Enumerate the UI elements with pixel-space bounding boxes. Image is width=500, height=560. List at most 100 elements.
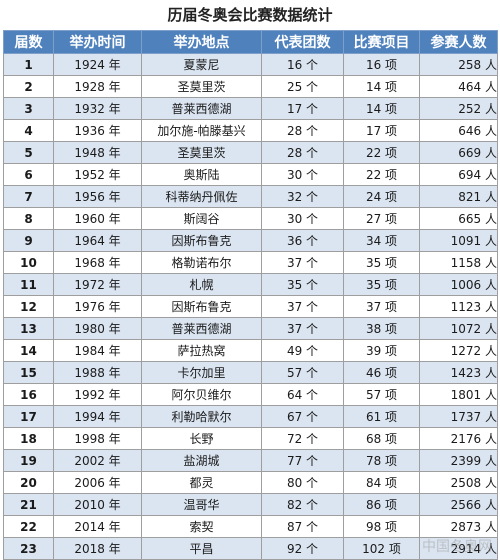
cell-location: 圣莫里茨 — [141, 141, 262, 164]
table-row: 16 1992 年阿尔贝维尔 64 个 57 项 1801 人 — [3, 383, 498, 406]
cell-location: 因斯布鲁克 — [141, 295, 262, 318]
cell-year: 1998 年 — [53, 427, 142, 450]
cell-events: 14 项 — [343, 97, 420, 120]
cell-athletes: 1072 人 — [419, 317, 498, 340]
table-row: 6 1952 年奥斯陆 30 个 22 项 694 人 — [3, 163, 498, 186]
cell-year: 1992 年 — [53, 383, 142, 406]
cell-athletes: 1272 人 — [419, 339, 498, 362]
cell-edition: 20 — [3, 471, 54, 494]
cell-events: 22 项 — [343, 141, 420, 164]
cell-year: 1980 年 — [53, 317, 142, 340]
table-body: 1 1924 年夏蒙尼 16 个 16 项 258 人 2 1928 年圣莫里茨 25 个 14… — [3, 53, 498, 560]
cell-year: 1964 年 — [53, 229, 142, 252]
cell-events: 102 项 — [343, 537, 420, 560]
table-row: 21 2010 年温哥华 82 个 86 项 2566 人 — [3, 493, 498, 516]
cell-location: 奥斯陆 — [141, 163, 262, 186]
header-row: 届数 举办时间 举办地点 代表团数 比赛项目 参赛人数 — [3, 30, 498, 54]
cell-edition: 5 — [3, 141, 54, 164]
cell-athletes: 464 人 — [419, 75, 498, 98]
cell-delegations: 72 个 — [261, 427, 344, 450]
cell-delegations: 67 个 — [261, 405, 344, 428]
table-row: 9 1964 年因斯布鲁克 36 个 34 项 1091 人 — [3, 229, 498, 252]
cell-events: 16 项 — [343, 53, 420, 76]
cell-year: 1932 年 — [53, 97, 142, 120]
cell-events: 39 项 — [343, 339, 420, 362]
cell-year: 1984 年 — [53, 339, 142, 362]
cell-delegations: 82 个 — [261, 493, 344, 516]
cell-delegations: 28 个 — [261, 119, 344, 142]
cell-year: 1952 年 — [53, 163, 142, 186]
cell-delegations: 32 个 — [261, 185, 344, 208]
cell-events: 35 项 — [343, 273, 420, 296]
cell-edition: 11 — [3, 273, 54, 296]
cell-year: 1972 年 — [53, 273, 142, 296]
cell-edition: 16 — [3, 383, 54, 406]
cell-location: 普莱西德湖 — [141, 97, 262, 120]
cell-events: 22 项 — [343, 163, 420, 186]
cell-edition: 19 — [3, 449, 54, 472]
table-row: 8 1960 年斯阔谷 30 个 27 项 665 人 — [3, 207, 498, 230]
table-row: 5 1948 年圣莫里茨 28 个 22 项 669 人 — [3, 141, 498, 164]
cell-year: 2002 年 — [53, 449, 142, 472]
cell-edition: 8 — [3, 207, 54, 230]
cell-year: 1988 年 — [53, 361, 142, 384]
table-row: 18 1998 年长野 72 个 68 项 2176 人 — [3, 427, 498, 450]
cell-year: 1936 年 — [53, 119, 142, 142]
cell-location: 圣莫里茨 — [141, 75, 262, 98]
cell-year: 2006 年 — [53, 471, 142, 494]
cell-location: 索契 — [141, 515, 262, 538]
cell-delegations: 87 个 — [261, 515, 344, 538]
cell-athletes: 694 人 — [419, 163, 498, 186]
cell-delegations: 57 个 — [261, 361, 344, 384]
cell-athletes: 1158 人 — [419, 251, 498, 274]
cell-athletes: 2914 人 — [419, 537, 498, 560]
table-row: 23 2018 年平昌 92 个 102 项 2914 人 — [3, 537, 498, 560]
cell-events: 68 项 — [343, 427, 420, 450]
table-row: 1 1924 年夏蒙尼 16 个 16 项 258 人 — [3, 53, 498, 76]
cell-athletes: 2873 人 — [419, 515, 498, 538]
cell-athletes: 2399 人 — [419, 449, 498, 472]
cell-events: 78 项 — [343, 449, 420, 472]
cell-events: 37 项 — [343, 295, 420, 318]
cell-edition: 14 — [3, 339, 54, 362]
cell-location: 利勒哈默尔 — [141, 405, 262, 428]
cell-edition: 21 — [3, 493, 54, 516]
cell-events: 61 项 — [343, 405, 420, 428]
cell-location: 阿尔贝维尔 — [141, 383, 262, 406]
cell-events: 98 项 — [343, 515, 420, 538]
cell-edition: 4 — [3, 119, 54, 142]
cell-athletes: 665 人 — [419, 207, 498, 230]
cell-events: 86 项 — [343, 493, 420, 516]
cell-edition: 6 — [3, 163, 54, 186]
cell-delegations: 25 个 — [261, 75, 344, 98]
column-header-delegations: 代表团数 — [261, 30, 344, 54]
cell-edition: 22 — [3, 515, 54, 538]
cell-athletes: 1737 人 — [419, 405, 498, 428]
table-row: 14 1984 年萨拉热窝 49 个 39 项 1272 人 — [3, 339, 498, 362]
table-row: 7 1956 年科蒂纳丹佩佐 32 个 24 项 821 人 — [3, 185, 498, 208]
cell-events: 35 项 — [343, 251, 420, 274]
cell-location: 温哥华 — [141, 493, 262, 516]
cell-events: 46 项 — [343, 361, 420, 384]
cell-athletes: 252 人 — [419, 97, 498, 120]
column-header-events: 比赛项目 — [343, 30, 420, 54]
table-row: 11 1972 年札幌 35 个 35 项 1006 人 — [3, 273, 498, 296]
cell-delegations: 77 个 — [261, 449, 344, 472]
cell-edition: 10 — [3, 251, 54, 274]
column-header-edition: 届数 — [3, 30, 54, 54]
table-row: 4 1936 年加尔施-帕滕基兴 28 个 17 项 646 人 — [3, 119, 498, 142]
cell-location: 平昌 — [141, 537, 262, 560]
cell-year: 2010 年 — [53, 493, 142, 516]
cell-events: 34 项 — [343, 229, 420, 252]
cell-location: 因斯布鲁克 — [141, 229, 262, 252]
winter-olympics-table: 届数 举办时间 举办地点 代表团数 比赛项目 参赛人数 1 1924 年夏蒙尼 16… — [3, 30, 498, 560]
cell-edition: 15 — [3, 361, 54, 384]
cell-events: 24 项 — [343, 185, 420, 208]
cell-year: 2018 年 — [53, 537, 142, 560]
cell-edition: 2 — [3, 75, 54, 98]
cell-location: 长野 — [141, 427, 262, 450]
cell-edition: 23 — [3, 537, 54, 560]
cell-events: 17 项 — [343, 119, 420, 142]
cell-events: 57 项 — [343, 383, 420, 406]
